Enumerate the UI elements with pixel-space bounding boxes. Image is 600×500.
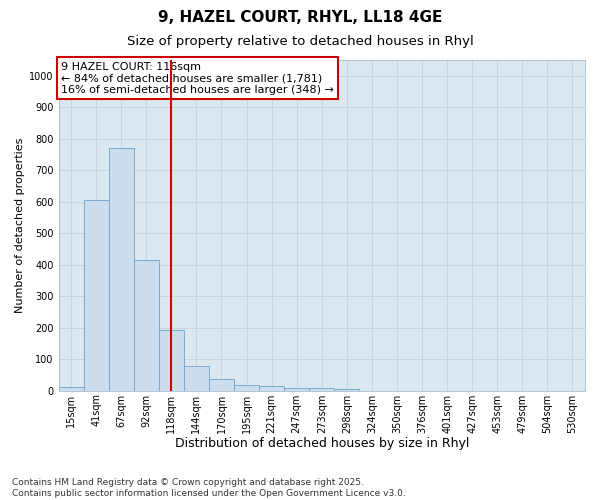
Text: Size of property relative to detached houses in Rhyl: Size of property relative to detached ho… bbox=[127, 35, 473, 48]
Bar bbox=[83, 200, 109, 390]
Bar bbox=[284, 388, 309, 390]
Bar bbox=[134, 260, 159, 390]
Bar bbox=[334, 389, 359, 390]
Bar bbox=[209, 379, 234, 390]
Text: 9, HAZEL COURT, RHYL, LL18 4GE: 9, HAZEL COURT, RHYL, LL18 4GE bbox=[158, 10, 442, 25]
Text: Contains HM Land Registry data © Crown copyright and database right 2025.
Contai: Contains HM Land Registry data © Crown c… bbox=[12, 478, 406, 498]
Bar bbox=[259, 386, 284, 390]
Bar bbox=[309, 388, 334, 390]
Bar bbox=[184, 366, 209, 390]
Bar bbox=[109, 148, 134, 390]
Bar bbox=[159, 330, 184, 390]
Bar bbox=[59, 387, 83, 390]
Text: 9 HAZEL COURT: 116sqm
← 84% of detached houses are smaller (1,781)
16% of semi-d: 9 HAZEL COURT: 116sqm ← 84% of detached … bbox=[61, 62, 334, 95]
X-axis label: Distribution of detached houses by size in Rhyl: Distribution of detached houses by size … bbox=[175, 437, 469, 450]
Bar bbox=[234, 385, 259, 390]
Y-axis label: Number of detached properties: Number of detached properties bbox=[15, 138, 25, 313]
